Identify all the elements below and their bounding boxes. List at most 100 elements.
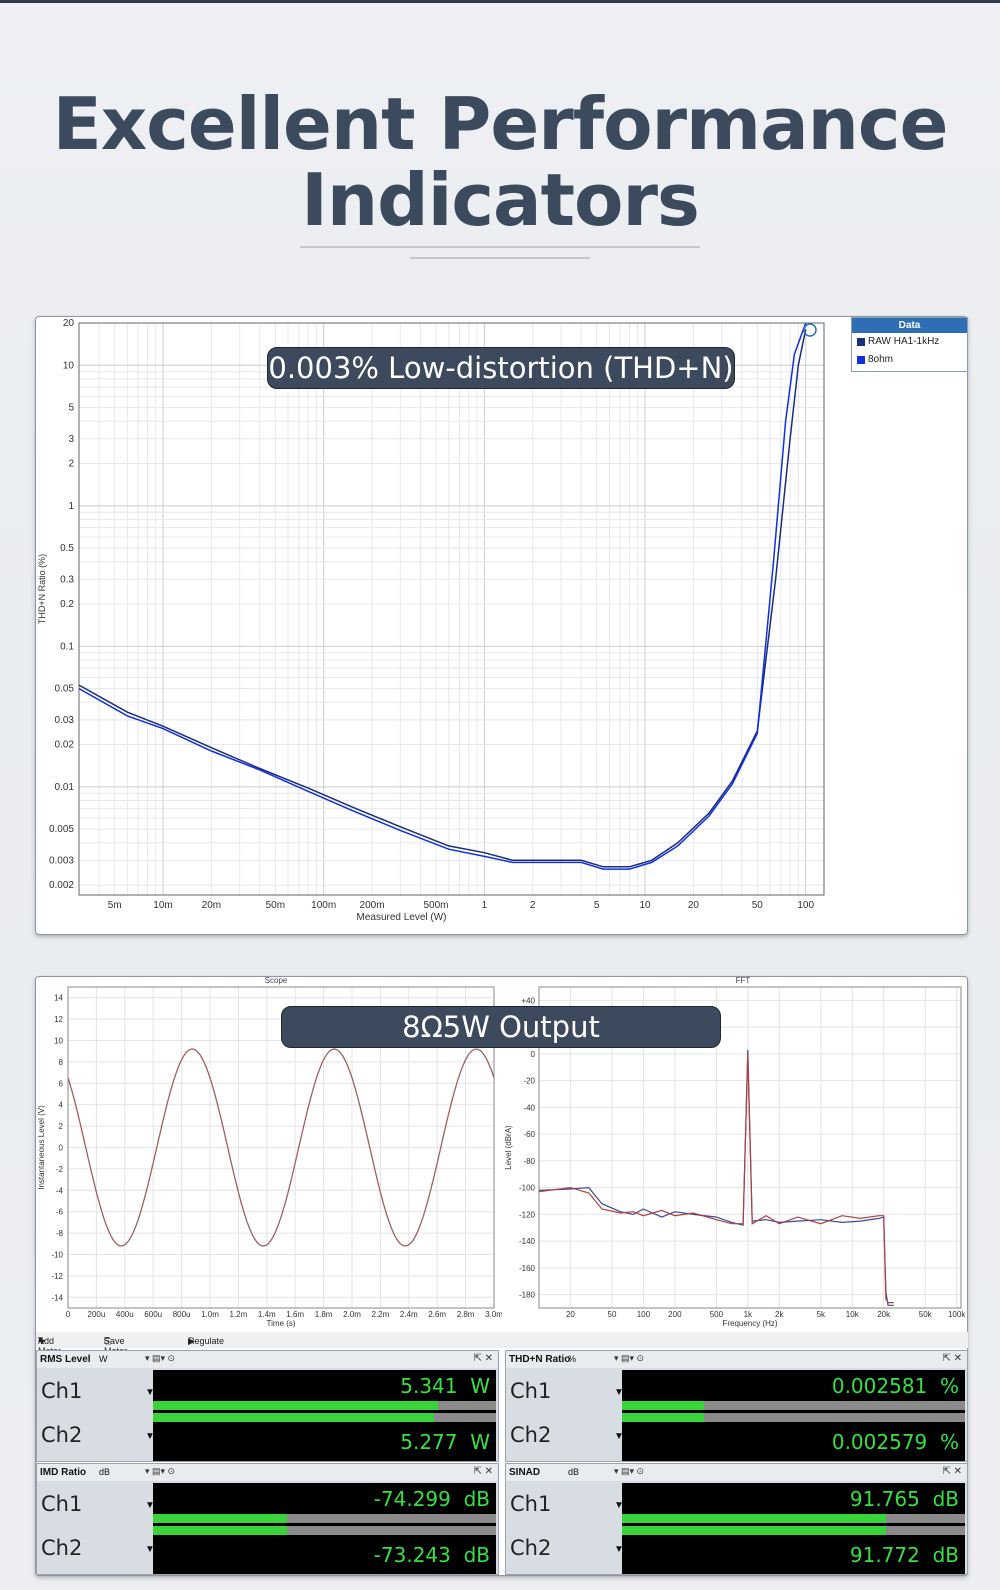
x-tick-label: 800u <box>173 1310 191 1319</box>
x-tick-label: 2.8m <box>457 1310 475 1319</box>
ch1-level-fill <box>153 1514 287 1523</box>
x-tick-label: 5m <box>108 900 122 911</box>
ch1-dropdown-icon[interactable]: ▼ <box>145 1387 155 1398</box>
ch1-level-fill <box>622 1514 887 1523</box>
ch2-level-fill <box>153 1413 435 1422</box>
ch1-level-fill <box>622 1401 705 1410</box>
meter-header: SINAD dB ▾ ▤▾ ⊙ ⇱ ✕ <box>506 1464 967 1481</box>
y-axis-label: Instantaneous Level (V) <box>37 1105 46 1190</box>
fft-chart: FFT20501002005001k2k5k10k20k50k100k+40+2… <box>504 977 966 1328</box>
plus-icon: ✚ <box>38 1336 46 1346</box>
x-tick-label: 200 <box>668 1310 682 1319</box>
ch2-dropdown-icon[interactable]: ▼ <box>145 1544 155 1555</box>
x-tick-label: 2.6m <box>428 1310 446 1319</box>
y-tick-label: -10 <box>51 1251 63 1260</box>
x-axis-label: Frequency (Hz) <box>722 1319 777 1328</box>
x-tick-label: 1.8m <box>315 1310 333 1319</box>
meter-window-controls[interactable]: ⇱ ✕ <box>942 1353 962 1364</box>
x-tick-label: 2 <box>530 900 536 911</box>
x-tick-label: 10 <box>639 900 651 911</box>
y-tick-label: 0.2 <box>60 599 74 610</box>
meter-options-icon[interactable]: ▾ ▤▾ ⊙ <box>614 1353 645 1363</box>
meter-options-icon[interactable]: ▾ ▤▾ ⊙ <box>145 1466 176 1476</box>
y-tick-label: -2 <box>56 1165 64 1174</box>
ch1-label: Ch1 <box>510 1379 552 1403</box>
ch2-label: Ch2 <box>41 1536 83 1560</box>
y-tick-label: 3 <box>68 434 74 445</box>
ch2-value: 91.772 dB <box>849 1543 959 1567</box>
ch1-dropdown-icon[interactable]: ▼ <box>614 1387 624 1398</box>
meter-unit-select[interactable]: dB <box>99 1467 111 1477</box>
y-tick-label: 0.5 <box>60 543 74 554</box>
x-tick-label: 20m <box>202 900 221 911</box>
save-icon: ⎘ <box>104 1336 112 1346</box>
x-axis-label: Time (s) <box>266 1319 295 1328</box>
meter-header: IMD Ratio dB ▾ ▤▾ ⊙ ⇱ ✕ <box>37 1464 498 1481</box>
meter-display: -74.299 dB -73.243 dB <box>153 1483 496 1574</box>
y-tick-label: 14 <box>54 994 63 1003</box>
ch2-level-bar <box>153 1413 496 1422</box>
ch2-value: 5.277 W <box>400 1430 490 1454</box>
meter-sinad: SINAD dB ▾ ▤▾ ⊙ ⇱ ✕ Ch1 ▼ Ch2 ▼ 91.765 d… <box>505 1463 968 1575</box>
meter-window-controls[interactable]: ⇱ ✕ <box>942 1466 962 1477</box>
y-tick-label: 1 <box>68 501 74 512</box>
meter-unit-select[interactable]: W <box>99 1354 108 1364</box>
ch2-dropdown-icon[interactable]: ▼ <box>614 1431 624 1442</box>
y-tick-label: 8 <box>59 1058 64 1067</box>
legend-label: RAW HA1-1kHz <box>868 336 940 347</box>
x-tick-label: 1k <box>744 1310 753 1319</box>
x-tick-label: 100m <box>311 900 336 911</box>
y-tick-label: 0.02 <box>55 740 75 751</box>
thd-chart: 5m 10m 20m 50m 100m 200m 500m 1 2 5 10 20 50 100 20 10 5… <box>37 318 825 923</box>
y-tick-label: -140 <box>519 1237 536 1246</box>
x-tick-label: 20 <box>688 900 700 911</box>
legend-swatch <box>857 338 865 346</box>
ch2-value: 0.002579 % <box>831 1430 959 1454</box>
meter-display: 91.765 dB 91.772 dB <box>622 1483 965 1574</box>
meter-unit-select[interactable]: % <box>568 1354 577 1364</box>
ch1-level-bar <box>153 1401 496 1410</box>
ch1-label: Ch1 <box>510 1492 552 1516</box>
ch2-dropdown-icon[interactable]: ▼ <box>614 1544 624 1555</box>
ch1-dropdown-icon[interactable]: ▼ <box>614 1500 624 1511</box>
x-tick-label: 5 <box>594 900 600 911</box>
x-tick-label: 50 <box>608 1310 617 1319</box>
plot-frame <box>67 986 495 1309</box>
fft-series-1 <box>538 1053 894 1304</box>
meter-window-controls[interactable]: ⇱ ✕ <box>473 1466 493 1477</box>
meter-header: THD+N Ratio % ▾ ▤▾ ⊙ ⇱ ✕ <box>506 1351 967 1368</box>
meter-rms-level: RMS Level W ▾ ▤▾ ⊙ ⇱ ✕ Ch1 ▼ Ch2 ▼ 5.341… <box>36 1350 499 1462</box>
scope-title: Scope <box>265 977 288 985</box>
y-tick-label: 0.03 <box>55 715 75 726</box>
ch2-dropdown-icon[interactable]: ▼ <box>145 1431 155 1442</box>
thd-legend: Data RAW HA1-1kHz 8ohm <box>851 317 968 372</box>
x-tick-label: 2.4m <box>400 1310 418 1319</box>
ch2-label: Ch2 <box>510 1536 552 1560</box>
plot-frame <box>538 986 962 1309</box>
meter-display: 0.002581 % 0.002579 % <box>622 1370 965 1461</box>
legend-title: Data <box>852 318 967 333</box>
play-icon: ▶ <box>188 1336 195 1346</box>
x-tick-label: 3.0m <box>485 1310 502 1319</box>
x-tick-label: 20 <box>566 1310 575 1319</box>
add-meter-button[interactable]: ✚ Add Meter ▾ <box>38 1334 61 1356</box>
meter-window-controls[interactable]: ⇱ ✕ <box>473 1353 493 1364</box>
x-tick-label: 100 <box>637 1310 651 1319</box>
meter-unit-select[interactable]: dB <box>568 1467 580 1477</box>
x-tick-label: 1.0m <box>201 1310 219 1319</box>
x-tick-label: 100k <box>948 1310 966 1319</box>
x-tick-label: 2.0m <box>343 1310 361 1319</box>
ch1-dropdown-icon[interactable]: ▼ <box>145 1500 155 1511</box>
y-tick-label: 2 <box>68 459 74 470</box>
meter-options-icon[interactable]: ▾ ▤▾ ⊙ <box>614 1466 645 1476</box>
ch2-value: -73.243 dB <box>373 1543 490 1567</box>
meter-options-icon[interactable]: ▾ ▤▾ ⊙ <box>145 1353 176 1363</box>
y-tick-label: 12 <box>54 1015 63 1024</box>
y-tick-label: 0 <box>59 1144 64 1153</box>
plot-frame <box>78 322 825 896</box>
x-tick-label: 50m <box>266 900 285 911</box>
ch2-level-bar <box>622 1526 965 1535</box>
meter-display: 5.341 W 5.277 W <box>153 1370 496 1461</box>
ch1-value: 5.341 W <box>400 1374 490 1398</box>
ch2-level-bar <box>153 1526 496 1535</box>
